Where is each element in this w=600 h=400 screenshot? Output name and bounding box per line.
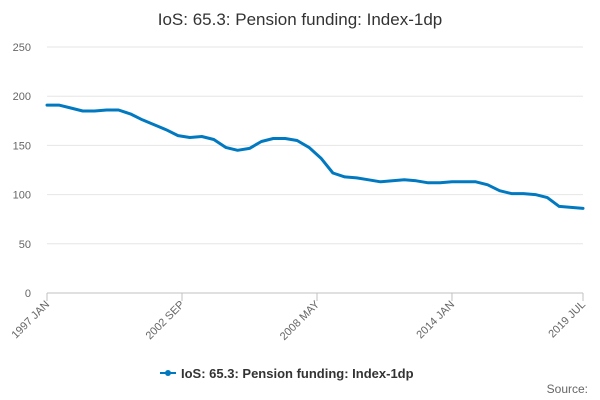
y-tick-label: 150 xyxy=(13,140,31,152)
legend-label: IoS: 65.3: Pension funding: Index-1dp xyxy=(181,366,414,381)
x-axis: 1997 JAN 2002 SEP 2008 MAY 2014 JAN 2019 JUL xyxy=(9,293,588,343)
y-axis: 0 50 100 150 200 250 xyxy=(13,42,31,300)
x-tick-label: 2002 SEP xyxy=(144,299,188,343)
y-tick-label: 50 xyxy=(19,239,31,251)
source-label: Source: xyxy=(547,382,588,396)
legend[interactable]: IoS: 65.3: Pension funding: Index-1dp xyxy=(160,366,414,381)
x-tick-label: 2019 JUL xyxy=(546,299,588,341)
gridlines xyxy=(47,46,583,294)
x-tick-label: 1997 JAN xyxy=(9,299,52,342)
legend-marker xyxy=(165,370,171,376)
y-tick-label: 100 xyxy=(13,190,31,202)
series-line[interactable] xyxy=(45,103,585,210)
y-tick-label: 250 xyxy=(13,42,31,54)
plot-area xyxy=(45,103,585,210)
x-tick-label: 2014 JAN xyxy=(414,299,457,342)
x-tick-label: 2008 MAY xyxy=(278,298,323,343)
y-tick-label: 200 xyxy=(13,91,31,103)
chart-title: IoS: 65.3: Pension funding: Index-1dp xyxy=(158,10,442,29)
y-tick-label: 0 xyxy=(25,288,31,300)
